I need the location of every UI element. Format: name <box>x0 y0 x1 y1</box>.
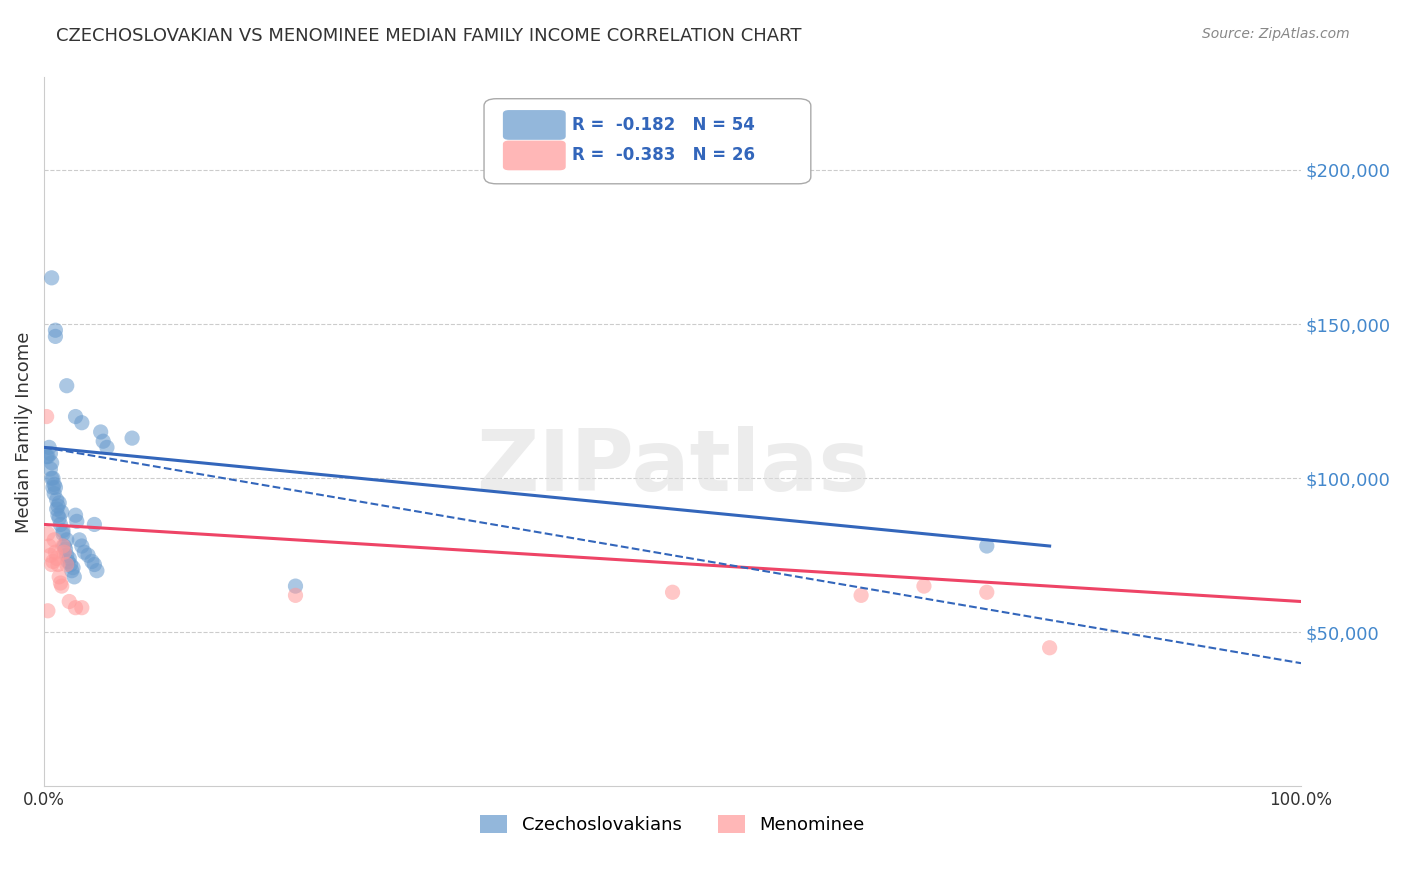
Menominee <box>37 604 59 618</box>
Menominee <box>849 588 872 602</box>
Menominee <box>51 579 73 593</box>
Menominee <box>976 585 998 599</box>
Menominee <box>35 409 58 424</box>
Menominee <box>49 576 72 591</box>
Y-axis label: Median Family Income: Median Family Income <box>15 331 32 533</box>
Menominee <box>70 600 93 615</box>
FancyBboxPatch shape <box>484 99 811 184</box>
Czechoslovakians <box>44 329 66 343</box>
Czechoslovakians <box>60 564 83 578</box>
Czechoslovakians <box>49 517 72 532</box>
Czechoslovakians <box>44 323 66 337</box>
Czechoslovakians <box>51 505 73 519</box>
Czechoslovakians <box>56 554 79 568</box>
Menominee <box>46 558 69 572</box>
Menominee <box>42 554 65 568</box>
Czechoslovakians <box>42 471 65 485</box>
Czechoslovakians <box>35 450 58 464</box>
Czechoslovakians <box>121 431 143 445</box>
Czechoslovakians <box>62 560 84 574</box>
Czechoslovakians <box>58 551 80 566</box>
Czechoslovakians <box>53 539 76 553</box>
Czechoslovakians <box>44 477 66 491</box>
Menominee <box>41 558 63 572</box>
Czechoslovakians <box>70 416 93 430</box>
Czechoslovakians <box>41 471 63 485</box>
Text: CZECHOSLOVAKIAN VS MENOMINEE MEDIAN FAMILY INCOME CORRELATION CHART: CZECHOSLOVAKIAN VS MENOMINEE MEDIAN FAMI… <box>56 27 801 45</box>
Czechoslovakians <box>976 539 998 553</box>
Czechoslovakians <box>37 450 59 464</box>
Menominee <box>58 594 80 608</box>
Czechoslovakians <box>86 564 108 578</box>
Czechoslovakians <box>83 558 105 572</box>
Czechoslovakians <box>52 524 75 538</box>
Menominee <box>39 549 62 563</box>
Czechoslovakians <box>67 533 90 547</box>
Czechoslovakians <box>44 486 66 500</box>
Czechoslovakians <box>70 539 93 553</box>
Czechoslovakians <box>96 441 118 455</box>
Czechoslovakians <box>45 502 67 516</box>
Czechoslovakians <box>44 480 66 494</box>
Menominee <box>912 579 935 593</box>
Czechoslovakians <box>48 511 70 525</box>
Czechoslovakians <box>83 517 105 532</box>
Czechoslovakians <box>45 492 67 507</box>
Czechoslovakians <box>46 499 69 513</box>
Czechoslovakians <box>59 558 82 572</box>
Czechoslovakians <box>41 456 63 470</box>
Czechoslovakians <box>90 425 112 439</box>
Czechoslovakians <box>73 545 96 559</box>
Czechoslovakians <box>55 533 77 547</box>
Czechoslovakians <box>42 480 65 494</box>
Czechoslovakians <box>41 270 63 285</box>
Czechoslovakians <box>65 409 87 424</box>
Czechoslovakians <box>39 462 62 476</box>
Text: R =  -0.383   N = 26: R = -0.383 N = 26 <box>572 146 755 164</box>
Text: R =  -0.182   N = 54: R = -0.182 N = 54 <box>572 116 755 134</box>
Czechoslovakians <box>66 514 89 528</box>
Czechoslovakians <box>55 542 77 557</box>
Text: ZIPatlas: ZIPatlas <box>475 425 869 509</box>
Legend: Czechoslovakians, Menominee: Czechoslovakians, Menominee <box>481 814 865 834</box>
Text: Source: ZipAtlas.com: Source: ZipAtlas.com <box>1202 27 1350 41</box>
Czechoslovakians <box>65 508 87 523</box>
Menominee <box>1039 640 1062 655</box>
Menominee <box>284 588 307 602</box>
Menominee <box>37 526 59 541</box>
FancyBboxPatch shape <box>503 110 565 140</box>
Menominee <box>48 570 70 584</box>
Czechoslovakians <box>91 434 114 449</box>
FancyBboxPatch shape <box>503 141 565 170</box>
Menominee <box>53 545 76 559</box>
Czechoslovakians <box>63 570 86 584</box>
Menominee <box>661 585 683 599</box>
Menominee <box>44 545 66 559</box>
Czechoslovakians <box>52 526 75 541</box>
Menominee <box>44 533 66 547</box>
Menominee <box>45 551 67 566</box>
Czechoslovakians <box>284 579 307 593</box>
Menominee <box>38 539 60 553</box>
Czechoslovakians <box>48 496 70 510</box>
Czechoslovakians <box>80 554 103 568</box>
Menominee <box>52 539 75 553</box>
Czechoslovakians <box>55 549 77 563</box>
Czechoslovakians <box>38 441 60 455</box>
Menominee <box>55 558 77 572</box>
Menominee <box>65 600 87 615</box>
Czechoslovakians <box>39 446 62 460</box>
Czechoslovakians <box>46 508 69 523</box>
Czechoslovakians <box>77 549 100 563</box>
Czechoslovakians <box>55 378 77 392</box>
